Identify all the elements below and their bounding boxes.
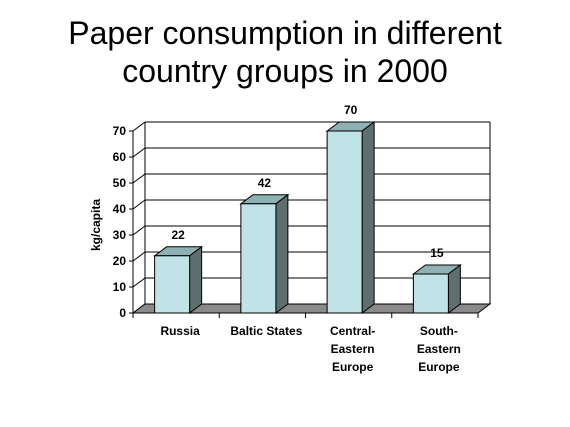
gridline-diag-10	[132, 277, 146, 288]
y-tick-label-10: 10	[113, 280, 127, 294]
chart-title: Paper consumption in different country g…	[0, 14, 570, 90]
labels: 0 10 20 30 40 50 60 70 kg/capita 22 Russia 42 Baltic…	[89, 103, 461, 374]
bar-side-3	[447, 264, 461, 314]
y-tick-label-30: 30	[113, 228, 127, 242]
data-label-1: 42	[258, 176, 272, 190]
category-label-2-0: Central-	[330, 324, 375, 338]
bar-1	[239, 193, 290, 314]
gridline-diag-40	[132, 199, 146, 210]
grid	[132, 121, 490, 314]
y-tick-label-20: 20	[113, 254, 127, 268]
y-tick-label-0: 0	[119, 306, 126, 320]
y-axis-label: kg/capita	[89, 199, 103, 251]
data-label-2: 70	[344, 103, 358, 117]
y-tick-label-40: 40	[113, 202, 127, 216]
gridline-diag-70	[132, 121, 146, 132]
bar-side-0	[189, 245, 203, 314]
bar-2	[325, 121, 376, 314]
bars	[153, 121, 462, 314]
category-label-0-0: Russia	[160, 324, 200, 338]
chart-title-line-1: Paper consumption in different	[68, 15, 502, 51]
category-label-2-2: Europe	[332, 360, 374, 374]
gridline-diag-60	[132, 147, 146, 158]
y-tick-label-50: 50	[113, 176, 127, 190]
category-label-3-1: Eastern	[417, 342, 461, 356]
category-label-3-0: South-	[420, 324, 458, 338]
chart-title-line-2: country groups in 2000	[122, 53, 448, 89]
y-tick-label-70: 70	[113, 124, 127, 138]
gridline-diag-20	[132, 251, 146, 262]
data-label-3: 15	[430, 246, 444, 260]
data-label-0: 22	[171, 228, 185, 242]
bar-front-1	[240, 203, 277, 314]
bar-front-3	[412, 273, 449, 314]
y-tick-label-60: 60	[113, 150, 127, 164]
bar-3	[411, 264, 462, 314]
bar-side-1	[275, 193, 289, 314]
axes	[129, 122, 492, 318]
gridline-diag-50	[132, 173, 146, 184]
gridline-diag-30	[132, 225, 146, 236]
bar-front-0	[154, 255, 191, 314]
bar-0	[153, 245, 204, 314]
category-label-2-1: Eastern	[331, 342, 375, 356]
bar-front-2	[326, 130, 363, 314]
category-label-3-2: Europe	[418, 360, 460, 374]
bar-side-2	[361, 121, 375, 314]
category-label-1-0: Baltic States	[230, 324, 302, 338]
